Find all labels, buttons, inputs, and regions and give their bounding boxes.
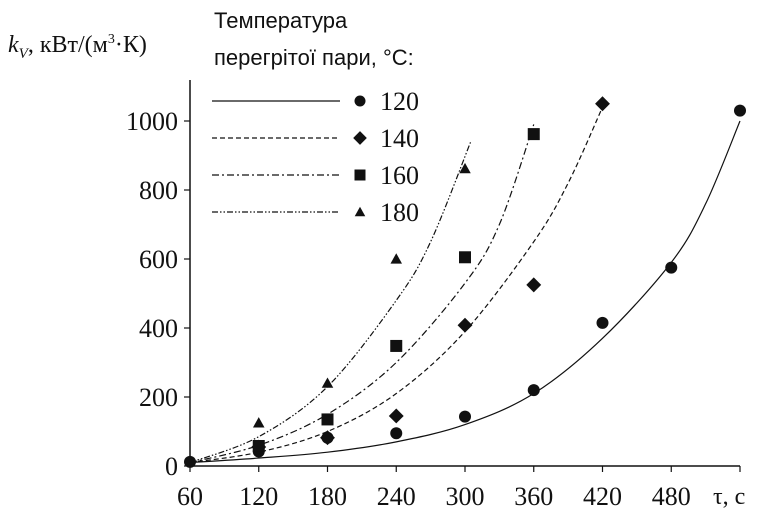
y-tick-label: 0 bbox=[165, 452, 178, 481]
fit-line-120 bbox=[189, 120, 741, 464]
legend-label-160: 160 bbox=[380, 161, 419, 190]
y-axis-superscript: 3 bbox=[108, 32, 115, 47]
marker-120 bbox=[665, 261, 678, 274]
y-tick-label: 1000 bbox=[126, 107, 178, 136]
y-axis-subscript: V bbox=[19, 46, 30, 62]
marker-160 bbox=[459, 251, 471, 264]
legend-label-120: 120 bbox=[380, 87, 419, 116]
y-axis-units-prefix: , кВт/(м bbox=[28, 32, 108, 58]
marker-160 bbox=[527, 128, 540, 141]
x-tick-label: 120 bbox=[239, 482, 278, 511]
marker-140 bbox=[526, 277, 542, 293]
y-axis-units-suffix: ·К) bbox=[115, 32, 147, 58]
marker-180 bbox=[252, 417, 265, 428]
fit-lines bbox=[189, 106, 741, 464]
marker-180 bbox=[459, 162, 471, 174]
marker-140 bbox=[320, 430, 335, 446]
y-tick-label: 600 bbox=[139, 245, 178, 274]
fit-line-140 bbox=[189, 106, 604, 464]
marker-160 bbox=[390, 339, 403, 352]
x-tick-label: 480 bbox=[652, 482, 691, 511]
marker-120 bbox=[734, 104, 746, 117]
y-axis-symbol: k bbox=[8, 32, 19, 58]
x-tick-label: 420 bbox=[583, 482, 622, 511]
marker-180 bbox=[390, 253, 403, 264]
x-tick-label: 180 bbox=[308, 482, 347, 511]
y-tick-label: 800 bbox=[139, 176, 178, 205]
legend-marker-180 bbox=[354, 206, 366, 217]
legend-label-180: 180 bbox=[380, 198, 419, 227]
legend-marker-160 bbox=[354, 169, 366, 181]
data-markers bbox=[184, 96, 746, 468]
x-tick-label: 360 bbox=[514, 482, 553, 511]
marker-120 bbox=[527, 384, 540, 397]
legend-marker-140 bbox=[353, 131, 367, 145]
y-axis-title: kV, кВт/(м3·К) bbox=[8, 32, 147, 62]
marker-160 bbox=[321, 413, 334, 426]
x-tick-label: 240 bbox=[377, 482, 416, 511]
marker-120 bbox=[459, 410, 471, 423]
legend: Температура перегрітої пари, °С: 120 140 1… bbox=[212, 8, 419, 227]
y-tick-label: 400 bbox=[139, 314, 178, 343]
legend-label-140: 140 bbox=[380, 124, 419, 153]
legend-marker-120 bbox=[354, 95, 366, 107]
x-axis-title: τ, с bbox=[713, 484, 745, 510]
x-tick-label: 60 bbox=[177, 482, 203, 511]
marker-120 bbox=[184, 455, 196, 468]
marker-140 bbox=[457, 317, 473, 333]
marker-120 bbox=[596, 316, 609, 329]
marker-180 bbox=[321, 377, 334, 388]
legend-title-line-2: перегрітої пари, °С: bbox=[214, 45, 414, 70]
axes: 60 120 180 240 300 360 420 480 0 200 400 600 800 1000 bbox=[126, 80, 741, 511]
marker-160 bbox=[252, 439, 265, 452]
y-tick-label: 200 bbox=[139, 383, 178, 412]
marker-140 bbox=[388, 408, 404, 424]
marker-120 bbox=[390, 427, 403, 440]
legend-title-line-1: Температура bbox=[214, 8, 348, 33]
x-tick-label: 300 bbox=[446, 482, 485, 511]
marker-140 bbox=[595, 96, 610, 112]
